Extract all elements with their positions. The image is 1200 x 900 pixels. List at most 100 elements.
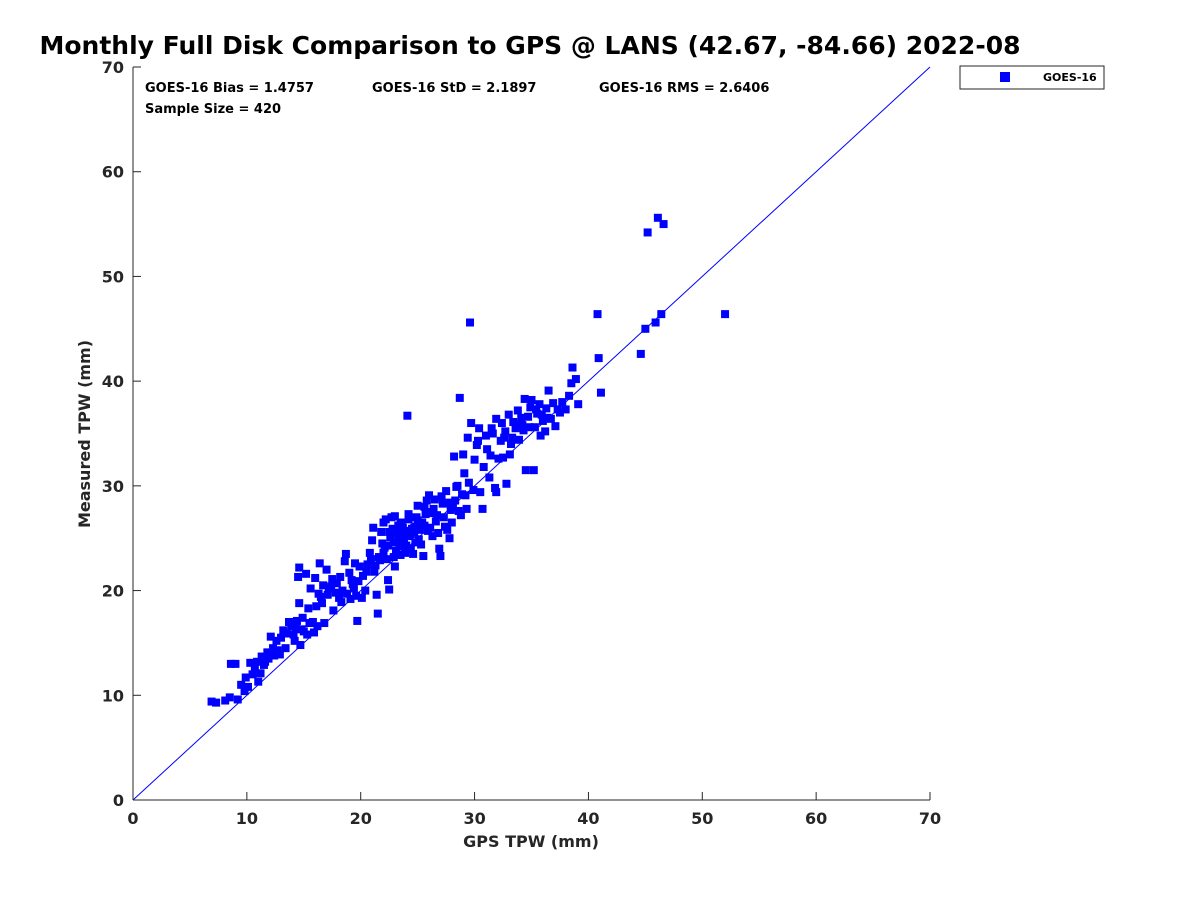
stat-rms: GOES-16 RMS = 2.6406 xyxy=(599,81,769,96)
data-point xyxy=(494,454,503,463)
data-point xyxy=(328,575,337,584)
x-axis-label: GPS TPW (mm) xyxy=(463,832,599,851)
data-point xyxy=(401,548,410,557)
data-point xyxy=(272,636,281,645)
data-point xyxy=(270,651,279,660)
data-point xyxy=(352,591,361,600)
x-tick-label: 50 xyxy=(691,809,713,828)
data-point xyxy=(446,505,455,514)
data-point xyxy=(392,546,401,555)
data-point xyxy=(561,405,570,414)
data-point xyxy=(643,228,652,237)
data-point xyxy=(568,363,577,372)
data-point xyxy=(430,495,439,504)
data-point xyxy=(574,400,583,409)
data-point xyxy=(567,379,576,388)
data-point xyxy=(269,644,278,653)
data-point xyxy=(427,508,436,517)
data-point xyxy=(527,395,536,404)
data-point xyxy=(518,421,527,430)
data-point xyxy=(263,648,272,657)
data-point xyxy=(404,515,413,524)
data-point xyxy=(464,478,473,487)
data-point xyxy=(231,659,240,668)
data-point xyxy=(277,633,286,642)
data-point xyxy=(290,636,299,645)
y-tick-label: 50 xyxy=(102,267,124,286)
data-point xyxy=(436,552,445,561)
data-point xyxy=(434,528,443,537)
data-point xyxy=(653,213,662,222)
reference-line-group xyxy=(132,66,931,801)
legend-marker xyxy=(1000,72,1010,82)
data-point xyxy=(470,455,479,464)
data-point xyxy=(435,544,444,553)
data-point xyxy=(338,586,347,595)
data-point xyxy=(390,512,399,521)
data-point xyxy=(487,424,496,433)
data-point xyxy=(284,617,293,626)
data-point xyxy=(377,527,386,536)
data-point xyxy=(440,522,449,531)
data-point xyxy=(431,517,440,526)
x-tick-label: 30 xyxy=(463,809,485,828)
data-point xyxy=(296,641,305,650)
data-point xyxy=(355,562,364,571)
data-point xyxy=(389,553,398,562)
data-point xyxy=(248,670,257,679)
data-point xyxy=(357,593,366,602)
data-point xyxy=(254,677,263,686)
data-point xyxy=(596,388,605,397)
data-point xyxy=(257,652,266,661)
legend: GOES-16 xyxy=(959,65,1105,90)
y-tick-label: 0 xyxy=(113,791,124,810)
data-point xyxy=(297,625,306,634)
data-point xyxy=(473,436,482,445)
data-point xyxy=(384,576,393,585)
data-point xyxy=(721,310,730,319)
data-point xyxy=(551,422,560,431)
data-point xyxy=(442,487,451,496)
x-tick-label: 40 xyxy=(577,809,599,828)
data-point xyxy=(304,604,313,613)
data-point xyxy=(320,619,329,628)
data-point xyxy=(415,525,424,534)
data-point xyxy=(420,521,429,530)
data-point xyxy=(398,531,407,540)
data-point xyxy=(657,310,666,319)
data-point xyxy=(403,411,412,420)
data-point xyxy=(409,549,418,558)
data-point xyxy=(305,619,314,628)
data-point xyxy=(324,584,333,593)
data-point xyxy=(295,599,304,608)
data-point xyxy=(421,510,430,519)
data-point xyxy=(501,427,510,436)
data-point xyxy=(651,318,660,327)
data-point xyxy=(346,594,355,603)
stat-std: GOES-16 StD = 2.1897 xyxy=(372,81,536,96)
data-point xyxy=(318,599,327,608)
y-tick-label: 20 xyxy=(102,582,124,601)
data-point xyxy=(455,393,464,402)
y-tick-label: 60 xyxy=(102,163,124,182)
data-point xyxy=(519,426,528,435)
data-point xyxy=(250,664,259,673)
y-tick-label: 40 xyxy=(102,372,124,391)
data-point xyxy=(266,632,275,641)
data-point xyxy=(505,450,514,459)
y-tick-label: 30 xyxy=(102,477,124,496)
data-point xyxy=(322,565,331,574)
x-tick-label: 70 xyxy=(919,809,941,828)
data-point xyxy=(303,630,312,639)
data-point xyxy=(538,416,547,425)
reference-line xyxy=(132,66,931,801)
stat-sample-size: Sample Size = 420 xyxy=(145,102,281,117)
data-point xyxy=(335,593,344,602)
data-point xyxy=(478,504,487,513)
data-point xyxy=(369,523,378,532)
data-point xyxy=(565,391,574,400)
data-point xyxy=(372,590,381,599)
data-point xyxy=(395,542,404,551)
data-point xyxy=(246,658,255,667)
